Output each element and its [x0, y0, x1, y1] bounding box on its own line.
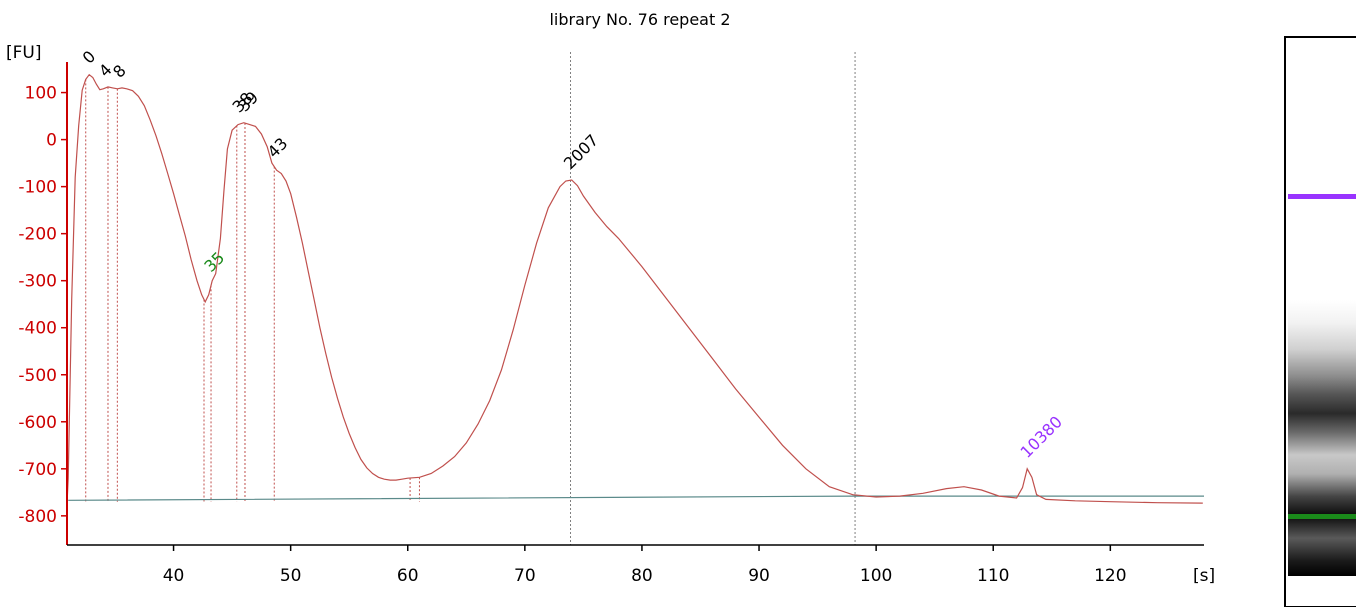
x-tick-label: 80 [631, 566, 653, 586]
y-tick-label: -200 [18, 225, 57, 245]
x-tick-label: 100 [860, 566, 892, 586]
baseline-line [68, 495, 1204, 501]
y-tick-label: -300 [18, 272, 57, 292]
x-tick-label: 120 [1094, 566, 1126, 586]
y-tick-label: 0 [46, 131, 57, 151]
x-axis: [s] 40 50 60 70 80 90 100 110 120 [67, 544, 1215, 586]
gel-lower-marker-band [1288, 514, 1356, 519]
x-tick-label: 40 [163, 566, 185, 586]
signal-trace [66, 73, 1203, 505]
y-tick-label: -700 [18, 460, 57, 480]
x-tick-label: 70 [514, 566, 536, 586]
x-tick-label: 110 [977, 566, 1009, 586]
peak-label: 2007 [560, 131, 602, 173]
peak-label: 35 [200, 248, 228, 276]
peak-label: 8 [109, 61, 130, 82]
y-axis: [FU] 100 0 -100 -200 -300 -400 -500 -600 -700 -80… [6, 43, 68, 545]
x-tick-label: 50 [280, 566, 302, 586]
y-tick-label: -100 [18, 178, 57, 198]
y-tick-label: -600 [18, 413, 57, 433]
gel-upper-marker-band [1288, 194, 1356, 199]
y-tick-label: -400 [18, 319, 57, 339]
peak-label: 10380 [1017, 412, 1066, 461]
y-tick-label: 100 [25, 84, 57, 104]
x-axis-unit: [s] [1193, 566, 1215, 586]
gel-lane [1284, 36, 1356, 607]
y-tick-label: -500 [18, 366, 57, 386]
peak-label: 43 [264, 134, 292, 162]
peak-label: 0 [79, 47, 100, 68]
y-axis-unit: [FU] [6, 43, 42, 63]
chart-title: library No. 76 repeat 2 [549, 10, 730, 29]
x-tick-label: 90 [748, 566, 770, 586]
plot-area [66, 52, 1204, 545]
y-tick-label: -800 [18, 507, 57, 527]
marker-lines [570, 52, 856, 545]
x-tick-label: 60 [397, 566, 419, 586]
gel-lane-image [1288, 198, 1356, 576]
peak-drop-lines [85, 79, 420, 502]
